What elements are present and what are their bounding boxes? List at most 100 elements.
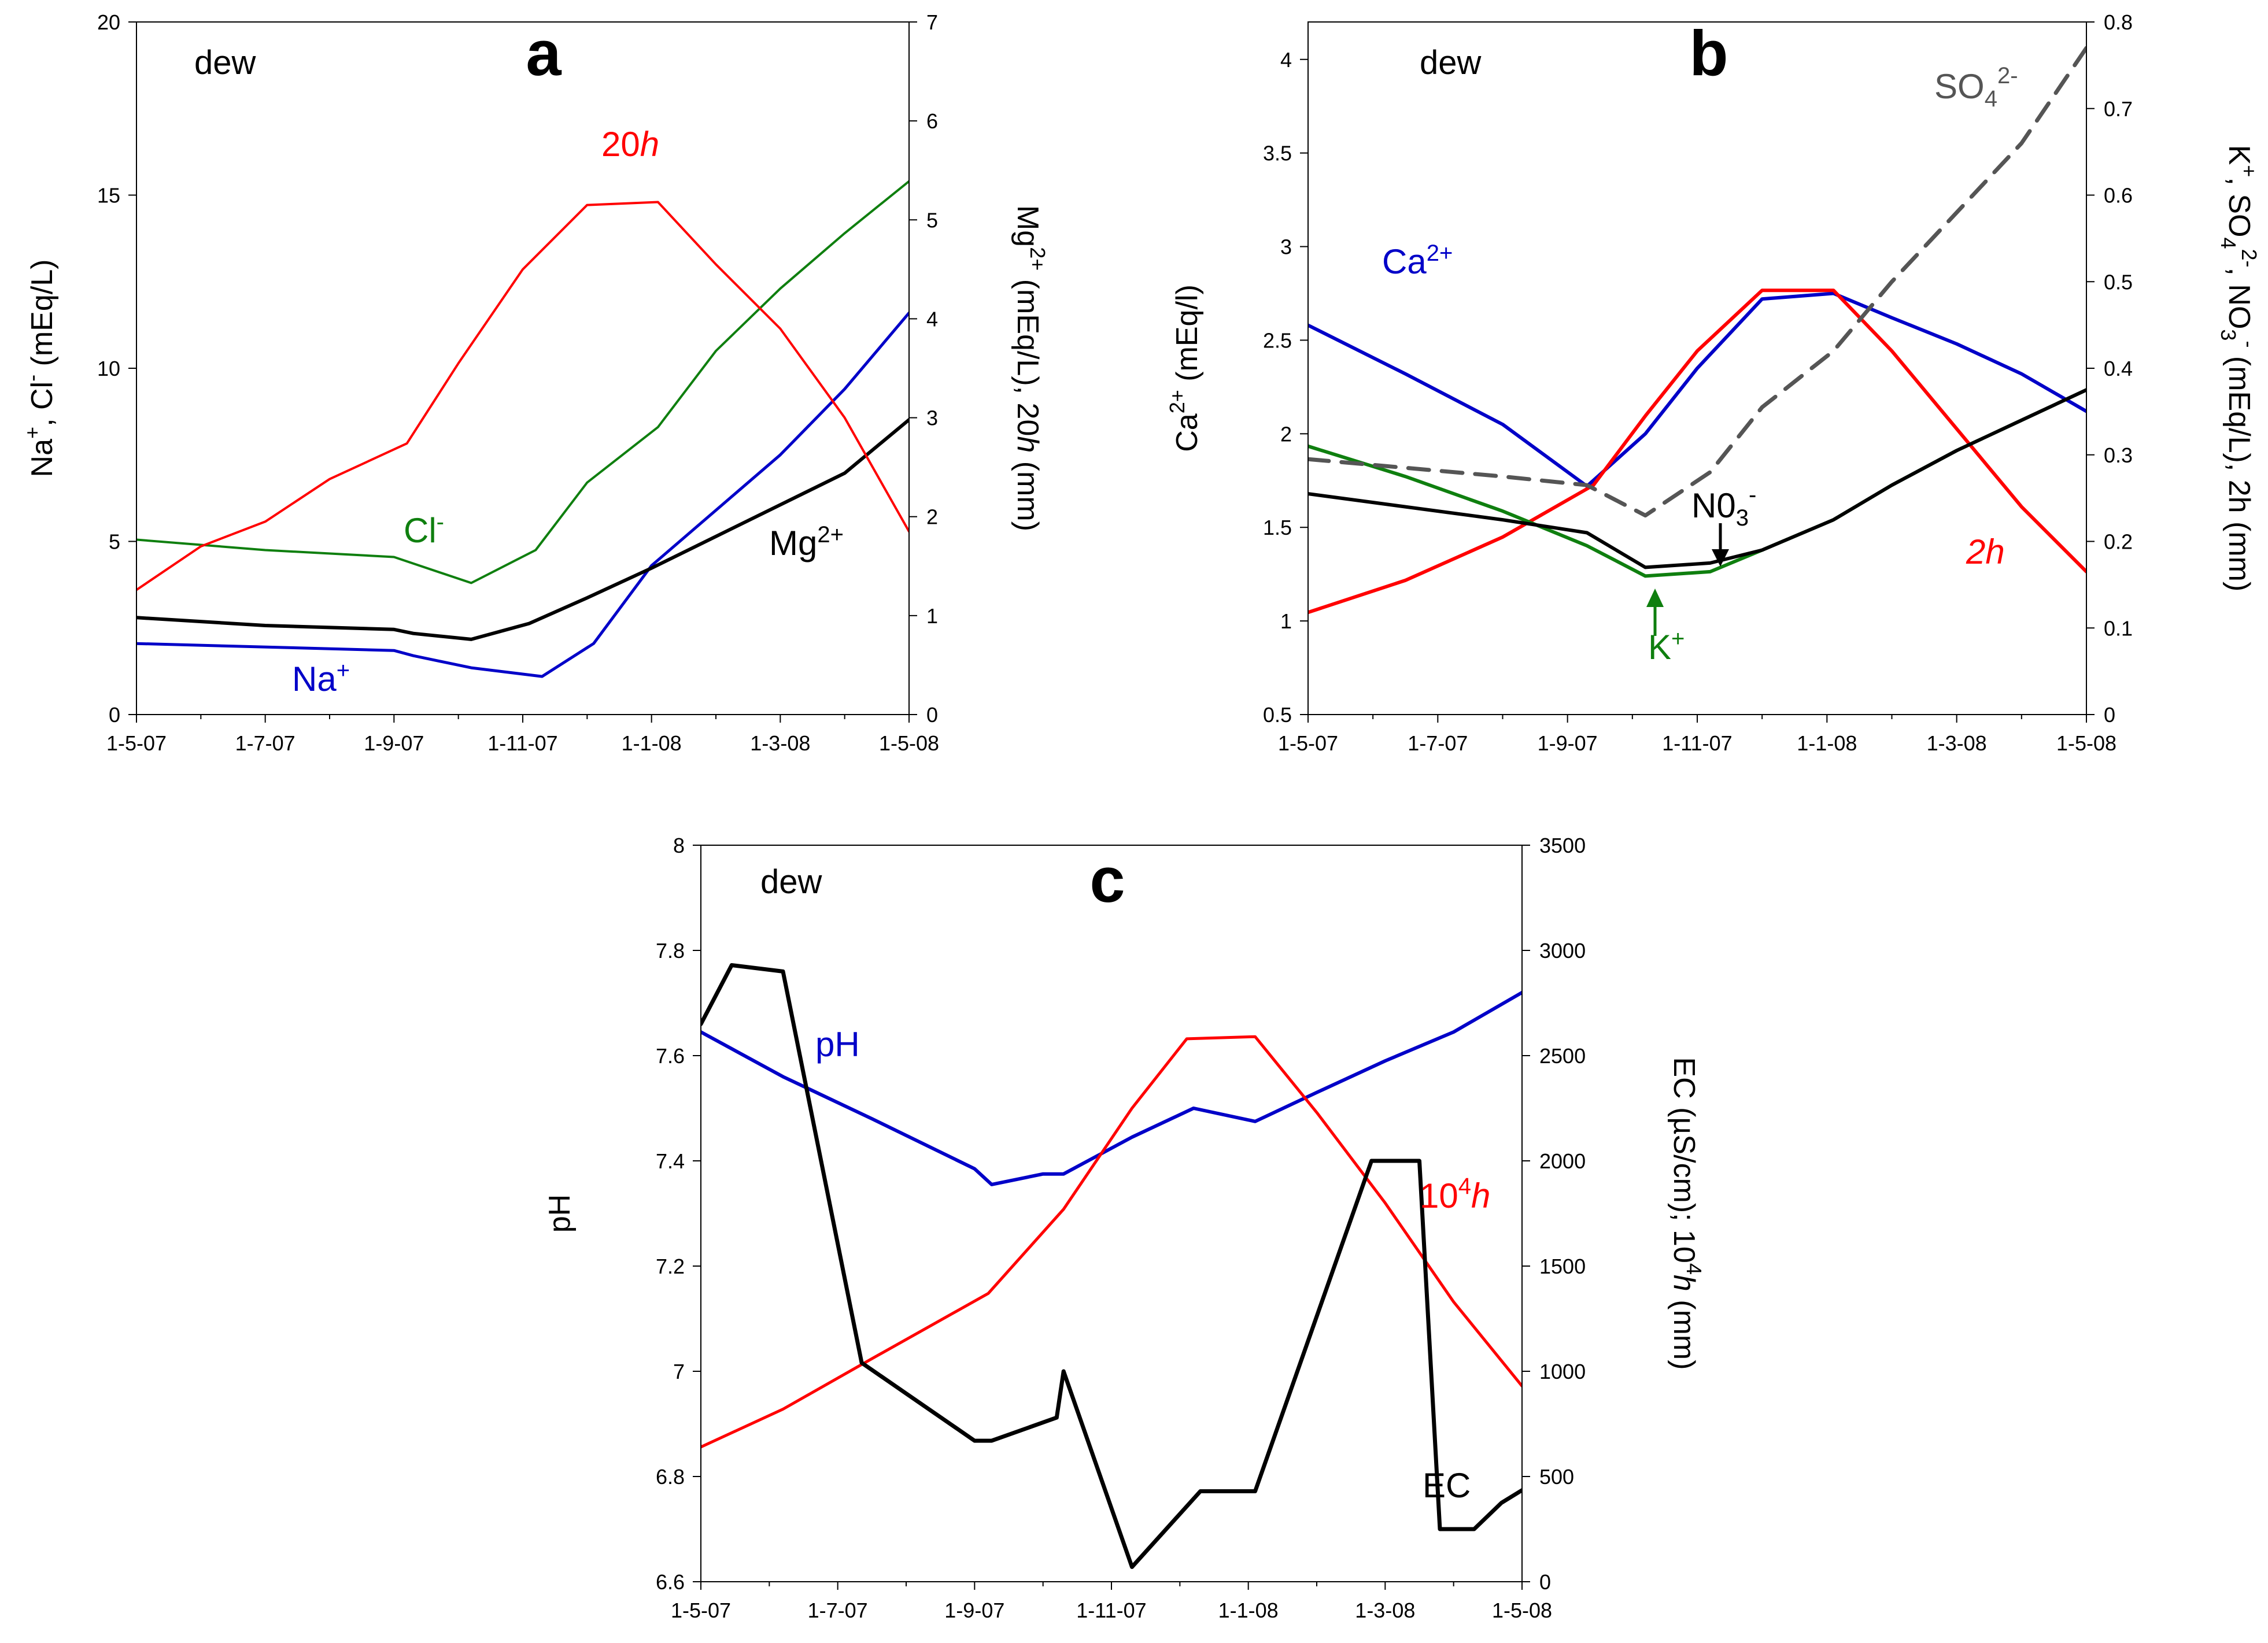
series-annotation: pH bbox=[815, 1025, 860, 1064]
chart-panel-a: 1-5-07 1-7-07 1-9-07 1-11-07 1-1-08 1-3-08 1-5… bbox=[20, 10, 1050, 755]
no3-arrow-head bbox=[1712, 549, 1729, 567]
series-annotation: Cl- bbox=[404, 509, 444, 550]
x-tick-label: 1-5-07 bbox=[671, 1598, 731, 1622]
series-group-a bbox=[136, 180, 909, 678]
y-right-tick-label: 1 bbox=[926, 604, 938, 628]
y-right-tick-label: 0 bbox=[2104, 703, 2115, 727]
y-right-tick-label: 0 bbox=[1539, 1570, 1551, 1594]
panel-letter-b: b bbox=[1689, 18, 1728, 89]
x-tick-label: 1-11-07 bbox=[1662, 731, 1732, 755]
x-tick-label: 1-5-08 bbox=[1492, 1598, 1552, 1622]
panel-sample-label-c: dew bbox=[760, 863, 823, 901]
y-right-tick-label: 0.5 bbox=[2104, 270, 2133, 294]
series-line-na bbox=[136, 311, 909, 678]
y-right-axis-label-b: K+, SO42-, NO3- (mEq/L), 2h (mm) bbox=[2217, 145, 2261, 592]
x-tick-label: 1-1-08 bbox=[622, 731, 682, 755]
y-right-tick-label: 2000 bbox=[1539, 1149, 1586, 1173]
k-arrow-head bbox=[1646, 589, 1664, 607]
series-annotation: 2h bbox=[1966, 532, 2005, 571]
y-right-tick-label: 0 bbox=[926, 703, 938, 727]
x-tick-label: 1-7-07 bbox=[235, 731, 295, 755]
series-line-h104 bbox=[701, 1035, 1522, 1449]
y-right-tick-label: 0.8 bbox=[2104, 10, 2133, 34]
y-right-axis-c: 0 500 1000 1500 2000 2500 3000 3500 bbox=[1522, 834, 1586, 1594]
x-tick-label: 1-7-07 bbox=[1408, 731, 1468, 755]
y-left-tick-label: 1 bbox=[1280, 609, 1292, 633]
y-left-tick-label: 2.5 bbox=[1263, 328, 1292, 352]
y-left-tick-label: 7.8 bbox=[656, 939, 685, 963]
series-line-mg bbox=[136, 418, 909, 641]
y-left-axis-a: 0 5 10 15 20 bbox=[97, 10, 136, 727]
y-left-axis-label-b: Ca2+ (mEq/l) bbox=[1165, 284, 1204, 452]
panel-letter-a: a bbox=[526, 18, 562, 89]
x-axis-a: 1-5-07 1-7-07 1-9-07 1-11-07 1-1-08 1-3-08 1-5… bbox=[106, 715, 939, 755]
x-tick-label: 1-5-07 bbox=[106, 731, 167, 755]
series-line-no3 bbox=[1308, 388, 2086, 569]
y-left-axis-c: 6.6 6.8 7 7.2 7.4 7.6 7.8 8 bbox=[656, 834, 701, 1594]
series-annotation: N03- bbox=[1691, 482, 1756, 531]
x-tick-label: 1-5-08 bbox=[2056, 731, 2116, 755]
x-tick-label: 1-7-07 bbox=[808, 1598, 868, 1622]
series-annotation: 20h bbox=[601, 125, 659, 164]
y-left-tick-label: 2 bbox=[1280, 422, 1292, 446]
x-tick-label: 1-9-07 bbox=[1538, 731, 1598, 755]
y-left-tick-label: 6.6 bbox=[656, 1570, 685, 1594]
x-tick-label: 1-9-07 bbox=[944, 1598, 1004, 1622]
x-tick-label: 1-11-07 bbox=[1076, 1598, 1146, 1622]
y-right-tick-label: 3000 bbox=[1539, 939, 1586, 963]
series-annotation: Ca2+ bbox=[1382, 240, 1453, 281]
y-left-tick-label: 0.5 bbox=[1263, 703, 1292, 727]
series-line-h20 bbox=[136, 201, 909, 591]
y-right-tick-label: 7 bbox=[926, 10, 938, 34]
y-right-tick-label: 0.3 bbox=[2104, 443, 2133, 467]
y-left-axis-b: 0.5 1 1.5 2 2.5 3 3.5 4 bbox=[1263, 48, 1308, 727]
y-right-tick-label: 1500 bbox=[1539, 1255, 1586, 1278]
series-line-ec bbox=[701, 963, 1522, 1569]
panel-letter-c: c bbox=[1089, 845, 1125, 916]
series-annotation: SO42- bbox=[1934, 63, 2018, 112]
x-tick-label: 1-3-08 bbox=[750, 731, 810, 755]
x-axis-b: 1-5-07 1-7-07 1-9-07 1-11-07 1-1-08 1-3-08 1-5… bbox=[1278, 715, 2116, 755]
y-right-tick-label: 0.7 bbox=[2104, 97, 2133, 121]
series-group-b bbox=[1308, 46, 2086, 615]
y-right-tick-label: 3 bbox=[926, 406, 938, 430]
y-right-tick-label: 3500 bbox=[1539, 834, 1586, 857]
series-annotation: Na+ bbox=[292, 658, 350, 698]
x-tick-label: 1-5-08 bbox=[879, 731, 939, 755]
series-line-ca bbox=[1308, 291, 2086, 488]
y-left-tick-label: 0 bbox=[109, 703, 120, 727]
y-right-axis-label-c: EC (µS/cm); 104h (mm) bbox=[1667, 1057, 1706, 1370]
y-left-tick-label: 6.8 bbox=[656, 1465, 685, 1489]
y-right-tick-label: 500 bbox=[1539, 1465, 1574, 1489]
y-right-tick-label: 0.1 bbox=[2104, 616, 2133, 640]
series-line-ph bbox=[701, 990, 1522, 1186]
x-tick-label: 1-5-07 bbox=[1278, 731, 1338, 755]
panel-sample-label-a: dew bbox=[194, 44, 257, 82]
y-left-axis-label-c: pH bbox=[543, 1194, 577, 1233]
y-left-tick-label: 15 bbox=[97, 184, 120, 208]
y-right-axis-label-a: Mg2+ (mEq/L), 20h (mm) bbox=[1011, 205, 1050, 531]
x-axis-c: 1-5-07 1-7-07 1-9-07 1-11-07 1-1-08 1-3-08 1-5… bbox=[671, 1582, 1552, 1622]
y-right-tick-label: 2 bbox=[926, 505, 938, 529]
y-right-axis-a: 0 1 2 3 4 5 6 7 bbox=[909, 10, 938, 727]
y-left-tick-label: 5 bbox=[109, 530, 120, 554]
y-left-tick-label: 3 bbox=[1280, 235, 1292, 259]
chart-panel-b: 1-5-07 1-7-07 1-9-07 1-11-07 1-1-08 1-3-08 1-5… bbox=[1165, 10, 2261, 755]
plot-frame-a bbox=[136, 21, 910, 715]
x-tick-label: 1-3-08 bbox=[1927, 731, 1987, 755]
y-right-tick-label: 1000 bbox=[1539, 1360, 1586, 1383]
y-left-tick-label: 3.5 bbox=[1263, 142, 1292, 165]
y-right-tick-label: 0.6 bbox=[2104, 184, 2133, 208]
y-left-tick-label: 4 bbox=[1280, 48, 1292, 72]
y-right-tick-label: 2500 bbox=[1539, 1044, 1586, 1068]
y-right-tick-label: 5 bbox=[926, 208, 938, 232]
x-tick-label: 1-1-08 bbox=[1797, 731, 1857, 755]
series-annotation: Mg2+ bbox=[769, 522, 844, 563]
x-tick-label: 1-9-07 bbox=[364, 731, 424, 755]
y-left-tick-label: 10 bbox=[97, 357, 120, 380]
y-right-tick-label: 6 bbox=[926, 109, 938, 133]
series-line-h2 bbox=[1308, 288, 2086, 615]
series-annotation: EC bbox=[1423, 1466, 1471, 1505]
x-tick-label: 1-3-08 bbox=[1355, 1598, 1415, 1622]
